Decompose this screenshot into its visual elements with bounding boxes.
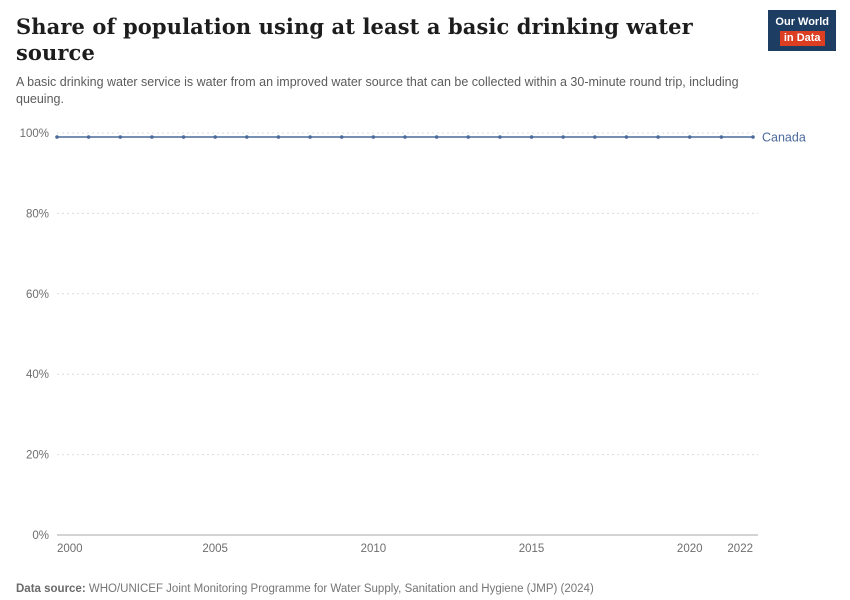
data-point-marker[interactable] — [751, 134, 755, 139]
x-axis-tick-label: 2020 — [677, 543, 703, 555]
data-point-marker[interactable] — [434, 134, 439, 139]
y-axis-tick-label: 60% — [26, 288, 49, 300]
data-point-marker[interactable] — [593, 134, 597, 139]
y-axis-tick-label: 40% — [26, 369, 49, 381]
data-point-marker[interactable] — [181, 134, 186, 139]
data-point-marker[interactable] — [339, 134, 344, 139]
data-point-marker[interactable] — [656, 134, 660, 139]
data-point-marker[interactable] — [719, 134, 724, 139]
chart-header: Share of population using at least a bas… — [0, 0, 850, 109]
data-point-marker[interactable] — [529, 134, 534, 139]
data-point-marker[interactable] — [245, 134, 249, 139]
data-point-marker[interactable] — [55, 134, 59, 139]
data-point-marker[interactable] — [308, 134, 312, 139]
data-point-marker[interactable] — [498, 134, 502, 139]
page-title: Share of population using at least a bas… — [16, 14, 693, 66]
x-axis-tick-label: 2010 — [361, 543, 387, 555]
data-source-text: WHO/UNICEF Joint Monitoring Programme fo… — [88, 582, 594, 595]
data-source-label: Data source: — [16, 582, 86, 595]
data-source-line: Data source: WHO/UNICEF Joint Monitoring… — [16, 580, 834, 599]
data-point-marker[interactable] — [86, 134, 91, 139]
x-axis-tick-label: 2022 — [727, 543, 753, 555]
line-chart: 0% 20% 40% 60% 80% 100% 2000 2005 2010 2015 2020 20… — [0, 119, 850, 574]
y-axis-tick-label: 80% — [26, 208, 49, 220]
chart-plot-area[interactable]: 0% 20% 40% 60% 80% 100% 2000 2005 2010 2015 2020 20… — [0, 119, 850, 569]
data-point-marker[interactable] — [118, 134, 123, 139]
owid-logo-line1: Our World — [775, 16, 829, 28]
x-axis-tick-label: 2005 — [202, 543, 228, 555]
y-axis-tick-label: 100% — [20, 128, 49, 140]
data-point-marker[interactable] — [561, 134, 565, 139]
data-point-marker[interactable] — [150, 134, 154, 139]
data-point-marker[interactable] — [403, 134, 407, 139]
data-point-marker[interactable] — [687, 134, 692, 139]
data-point-marker[interactable] — [371, 134, 376, 139]
owid-logo: Our World in Data — [768, 10, 836, 52]
data-point-marker[interactable] — [213, 134, 217, 139]
data-point-marker[interactable] — [276, 134, 281, 139]
y-axis-tick-label: 0% — [32, 530, 49, 542]
x-axis-tick-label: 2000 — [57, 543, 83, 555]
chart-subtitle: A basic drinking water service is water … — [16, 74, 739, 107]
y-axis-tick-label: 20% — [26, 449, 49, 461]
data-point-marker[interactable] — [466, 134, 471, 139]
owid-logo-line2: in Data — [779, 31, 825, 47]
series-label-canada[interactable]: Canada — [762, 130, 806, 144]
data-point-marker[interactable] — [624, 134, 629, 139]
x-axis-tick-label: 2015 — [519, 543, 545, 555]
chart-footer: Data source: WHO/UNICEF Joint Monitoring… — [0, 574, 850, 600]
